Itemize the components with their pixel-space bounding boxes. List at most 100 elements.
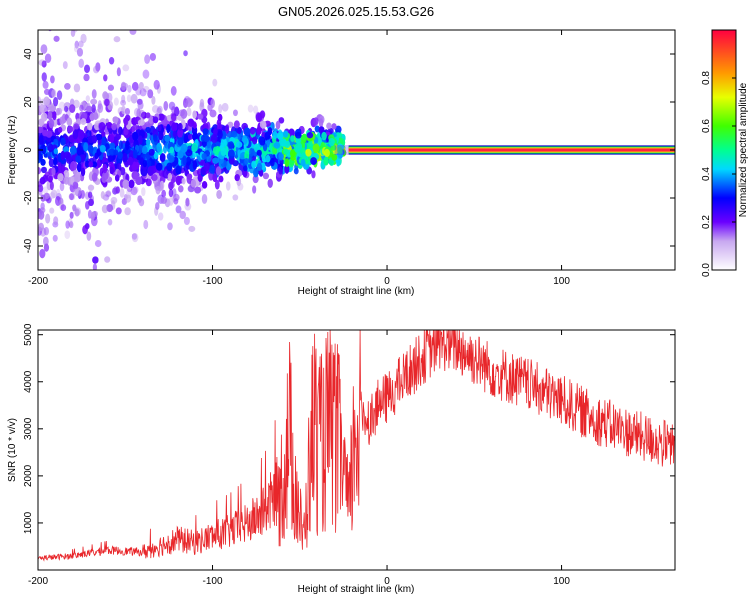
spectrogram-cell xyxy=(297,143,303,150)
x-tick-label: 100 xyxy=(553,576,570,587)
spectrogram-cell xyxy=(38,96,42,106)
spectrogram-cell xyxy=(142,85,150,93)
spectrogram-cell xyxy=(64,230,71,239)
spectrogram-cell xyxy=(40,44,48,54)
snr-marks xyxy=(38,330,675,562)
spectrogram-cell xyxy=(73,174,81,183)
spectrogram-cell xyxy=(102,163,108,174)
spectrogram-cell xyxy=(295,132,302,139)
spectrogram-cell xyxy=(88,161,94,168)
spectrogram-cell xyxy=(87,144,94,154)
spectrogram-cell xyxy=(313,117,319,126)
spectrogram-cell xyxy=(138,109,146,118)
spectrogram-cell xyxy=(147,89,154,99)
spectrogram-cell xyxy=(111,123,117,131)
spectrogram-cell xyxy=(128,179,135,189)
spectrogram-cell xyxy=(209,109,217,118)
spectrogram-cell xyxy=(95,133,103,141)
spectrogram-cell xyxy=(101,131,106,138)
spectrogram-cell xyxy=(44,53,52,64)
spectrogram-cell xyxy=(169,146,175,154)
spectrogram-cell xyxy=(127,84,132,93)
spectrogram-cell xyxy=(124,207,131,216)
spectrogram-cell xyxy=(60,204,67,212)
spectrogram-cell xyxy=(202,181,208,189)
spectrogram-cell xyxy=(178,122,183,131)
spectrogram-cell xyxy=(79,104,84,112)
spectrogram-cell xyxy=(187,118,195,127)
spectrogram-cell xyxy=(243,165,248,172)
spectrogram-cell xyxy=(142,69,150,79)
spectrogram-cell xyxy=(228,141,234,149)
spectrogram-cell xyxy=(108,57,115,65)
spectrogram-cell xyxy=(166,162,173,172)
spectrogram-cell xyxy=(168,196,174,206)
spectrogram-cell xyxy=(217,130,223,139)
spectrogram-cell xyxy=(337,146,343,155)
spectrogram-cell xyxy=(95,62,101,72)
spectrogram-cell xyxy=(181,177,186,185)
spectrogram-cell xyxy=(188,225,196,232)
spectrogram-cell xyxy=(104,256,111,263)
spectrogram-cell xyxy=(168,196,174,206)
spectrogram-cell xyxy=(107,155,113,162)
snr-x-axis: -200 -100 0 100 xyxy=(28,330,570,587)
x-tick-label: -100 xyxy=(203,276,223,287)
spectrogram-cell xyxy=(285,140,291,149)
spectrogram-cell xyxy=(117,151,123,160)
spectrogram-cell xyxy=(123,117,129,126)
spectrogram-cell xyxy=(59,182,65,192)
spectrogram-cell xyxy=(259,120,267,129)
spectrogram-cell xyxy=(179,210,186,220)
spectrogram-cell xyxy=(86,122,93,131)
colorbar-tick-label: 0.8 xyxy=(701,71,712,85)
spectrogram-cell xyxy=(131,124,139,131)
spectrogram-cell xyxy=(43,96,50,106)
spectrogram-cell xyxy=(188,225,196,232)
spectrogram-cell xyxy=(118,126,123,136)
spectrogram-cell xyxy=(39,104,44,113)
spectrogram-cell xyxy=(99,145,106,153)
spectrogram-cell xyxy=(63,102,70,112)
spectrogram-cell xyxy=(63,151,71,159)
spectrogram-cell xyxy=(213,128,218,135)
spectrogram-cell xyxy=(88,184,93,194)
spectrogram-cell xyxy=(53,216,59,226)
y-tick-label: 1000 xyxy=(23,511,34,534)
spectrogram-cell xyxy=(278,152,284,161)
spectrogram-cell xyxy=(109,133,115,143)
spectrogram-cell xyxy=(244,150,250,161)
spectrogram-cell xyxy=(252,174,259,184)
x-tick-label: -200 xyxy=(28,576,48,587)
spectrogram-cell xyxy=(262,143,268,152)
spectrogram-cell xyxy=(314,125,320,133)
y-tick-label: -40 xyxy=(23,238,34,253)
spectrogram-cell xyxy=(321,131,327,141)
spectrogram-cell xyxy=(262,172,269,180)
spectrogram-cell xyxy=(171,106,176,114)
spectrogram-cell xyxy=(80,101,87,111)
spectrogram-cell xyxy=(72,204,77,212)
x-tick-label: 0 xyxy=(384,276,390,287)
spectrogram-cell xyxy=(168,188,174,198)
spectrogram-cell xyxy=(41,72,47,82)
spectrogram-cell xyxy=(102,171,109,181)
spectrogram-cell xyxy=(139,88,147,97)
spectrogram-cell xyxy=(225,124,230,134)
spectrogram-cell xyxy=(41,60,47,68)
spectrogram-cell xyxy=(38,211,41,220)
spectrogram-cell xyxy=(168,181,174,191)
spectrogram-cell xyxy=(278,166,283,175)
spectrogram-cell xyxy=(76,145,84,155)
y-tick-label: 3000 xyxy=(23,417,34,440)
spectrogram-cell xyxy=(39,177,46,185)
spectrogram-cell xyxy=(186,173,193,180)
spectrogram-cell xyxy=(132,131,139,141)
spectrogram-cell xyxy=(185,197,190,207)
spectrogram-cell xyxy=(48,175,53,183)
spectrogram-cell xyxy=(331,123,337,130)
spectrogram-cell xyxy=(199,102,205,112)
spectrogram-cell xyxy=(159,180,165,191)
spectrogram-cell xyxy=(122,179,129,189)
spectrogram-cell xyxy=(153,151,159,160)
